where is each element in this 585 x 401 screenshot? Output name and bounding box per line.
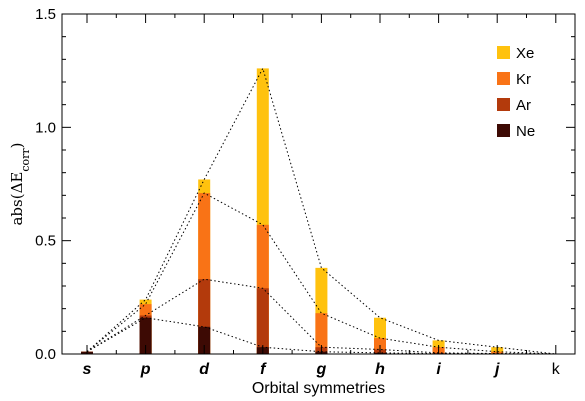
- x-tick-label-h: h: [375, 361, 385, 378]
- plot-frame: [61, 13, 576, 355]
- x-tick-label-s: s: [83, 361, 92, 378]
- bar-ne-d: [198, 326, 211, 354]
- x-tick-label-k: k: [552, 361, 561, 378]
- y-axis-title-delta: ΔE: [8, 172, 26, 194]
- y-axis-title-suffix: ): [8, 142, 26, 148]
- bars-layer: [81, 68, 504, 355]
- y-tick-label: 0.0: [35, 346, 56, 363]
- y-axis-title-prefix: abs(: [8, 193, 26, 225]
- line-xe: [86, 67, 556, 355]
- x-tick-label-j: j: [493, 361, 500, 378]
- x-tick-label-f: f: [260, 361, 267, 378]
- legend-label-ar: Ar: [516, 97, 531, 114]
- legend-label-xe: Xe: [516, 45, 534, 62]
- legend-swatch-ar: [497, 98, 510, 111]
- x-tick-label-p: p: [140, 361, 151, 378]
- y-axis-title-subscript: corr: [19, 148, 32, 172]
- y-axis-title: abs(ΔEcorr): [8, 142, 32, 225]
- y-tick-label: 1.0: [35, 119, 56, 136]
- bar-ne-p: [139, 317, 152, 354]
- axis-ticks: 0.0 0.5 1.0 1.5 s p d f g h i j k: [35, 6, 575, 378]
- legend-label-ne: Ne: [516, 123, 535, 140]
- y-tick-label: 0.5: [35, 233, 56, 250]
- line-kr: [86, 192, 556, 355]
- legend-swatch-kr: [497, 72, 510, 85]
- y-tick-label: 1.5: [35, 6, 56, 23]
- x-axis-title: Orbital symmetries: [252, 380, 385, 397]
- legend-swatch-ne: [497, 124, 510, 137]
- x-tick-label-d: d: [199, 361, 210, 378]
- bar-ar-f: [256, 288, 269, 354]
- legend-swatch-xe: [497, 46, 510, 59]
- bar-kr-g: [315, 313, 328, 354]
- x-tick-label-i: i: [436, 361, 441, 378]
- legend-label-kr: Kr: [516, 71, 531, 88]
- x-tick-label-g: g: [316, 361, 327, 378]
- legend: Xe Kr Ar Ne: [497, 45, 535, 140]
